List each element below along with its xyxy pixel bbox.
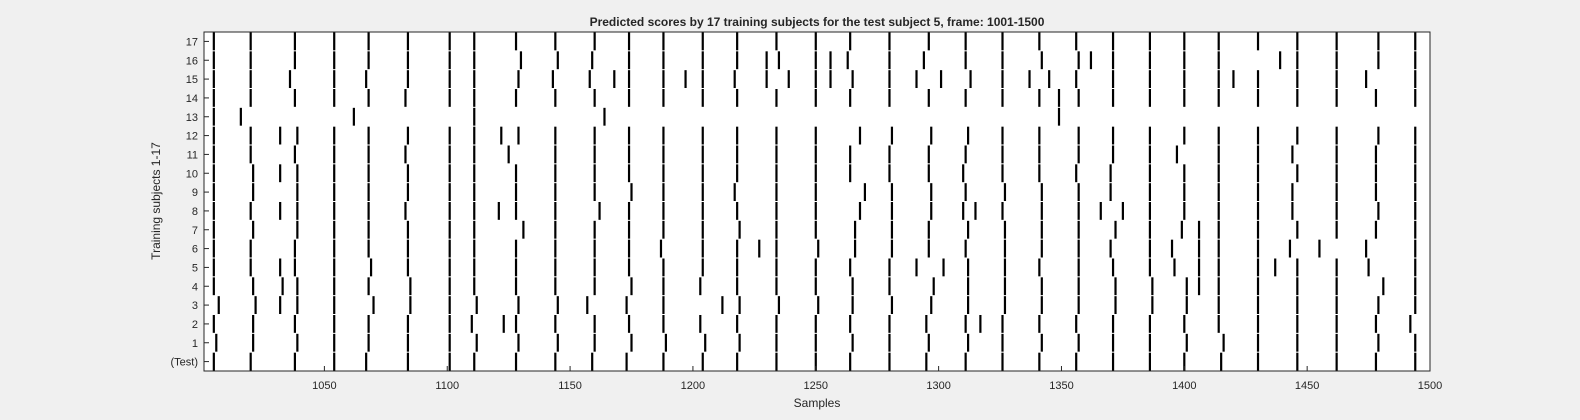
raster-row — [212, 183, 1417, 201]
x-tick-label: 1350 — [1049, 380, 1073, 392]
y-tick-label: 17 — [186, 36, 198, 48]
y-axis-label: Training subjects 1-17 — [149, 142, 163, 260]
raster-row — [217, 296, 1417, 314]
raster-row — [212, 239, 1417, 258]
chart-title: Predicted scores by 17 training subjects… — [590, 15, 1045, 29]
x-tick-label: 1400 — [1172, 380, 1196, 392]
x-axis-ticks: 1050 1100 1150 1200 1250 1300 1350 1400 1450 1500 — [312, 366, 1442, 392]
raster-row — [212, 51, 1417, 70]
plot-frame — [203, 31, 1431, 372]
y-tick-label: 2 — [192, 319, 198, 331]
plot-area — [204, 32, 1430, 371]
y-tick-label: 15 — [186, 74, 198, 86]
raster-row — [212, 145, 1417, 164]
raster-row — [212, 277, 1417, 296]
y-tick-label: 13 — [186, 112, 198, 124]
raster-row — [212, 32, 1417, 51]
raster-row — [212, 70, 1417, 88]
y-tick-label: 12 — [186, 131, 198, 143]
x-tick-label: 1450 — [1295, 380, 1319, 392]
y-tick-label: 7 — [192, 225, 198, 237]
y-tick-label: 8 — [192, 206, 198, 218]
raster-row — [212, 352, 1417, 371]
raster-row — [212, 126, 1417, 145]
y-tick-label: (Test) — [171, 357, 199, 369]
y-tick-label: 5 — [192, 262, 198, 274]
event-marks — [212, 32, 1417, 371]
y-tick-label: 9 — [192, 187, 198, 199]
x-tick-label: 1200 — [681, 380, 705, 392]
x-tick-label: 1500 — [1418, 380, 1442, 392]
raster-row — [212, 258, 1417, 277]
y-tick-label: 1 — [192, 338, 198, 350]
y-tick-label: 10 — [186, 168, 198, 180]
y-tick-label: 11 — [187, 149, 198, 161]
y-tick-label: 4 — [192, 281, 198, 293]
raster-row — [212, 315, 1412, 333]
y-tick-label: 14 — [186, 93, 198, 105]
raster-row — [212, 107, 1061, 126]
x-tick-label: 1150 — [558, 380, 582, 392]
raster-row — [212, 220, 1417, 239]
x-tick-label: 1250 — [804, 380, 828, 392]
y-tick-label: 16 — [186, 55, 198, 67]
raster-row — [212, 202, 1417, 220]
y-tick-label: 3 — [192, 300, 198, 312]
raster-row — [212, 164, 1417, 183]
x-tick-label: 1100 — [435, 380, 459, 392]
y-tick-label: 6 — [192, 244, 198, 256]
raster-row — [212, 89, 1417, 107]
x-tick-label: 1300 — [926, 380, 950, 392]
x-tick-label: 1050 — [312, 380, 336, 392]
raster-row — [215, 333, 1417, 352]
x-axis-label: Samples — [794, 396, 841, 410]
